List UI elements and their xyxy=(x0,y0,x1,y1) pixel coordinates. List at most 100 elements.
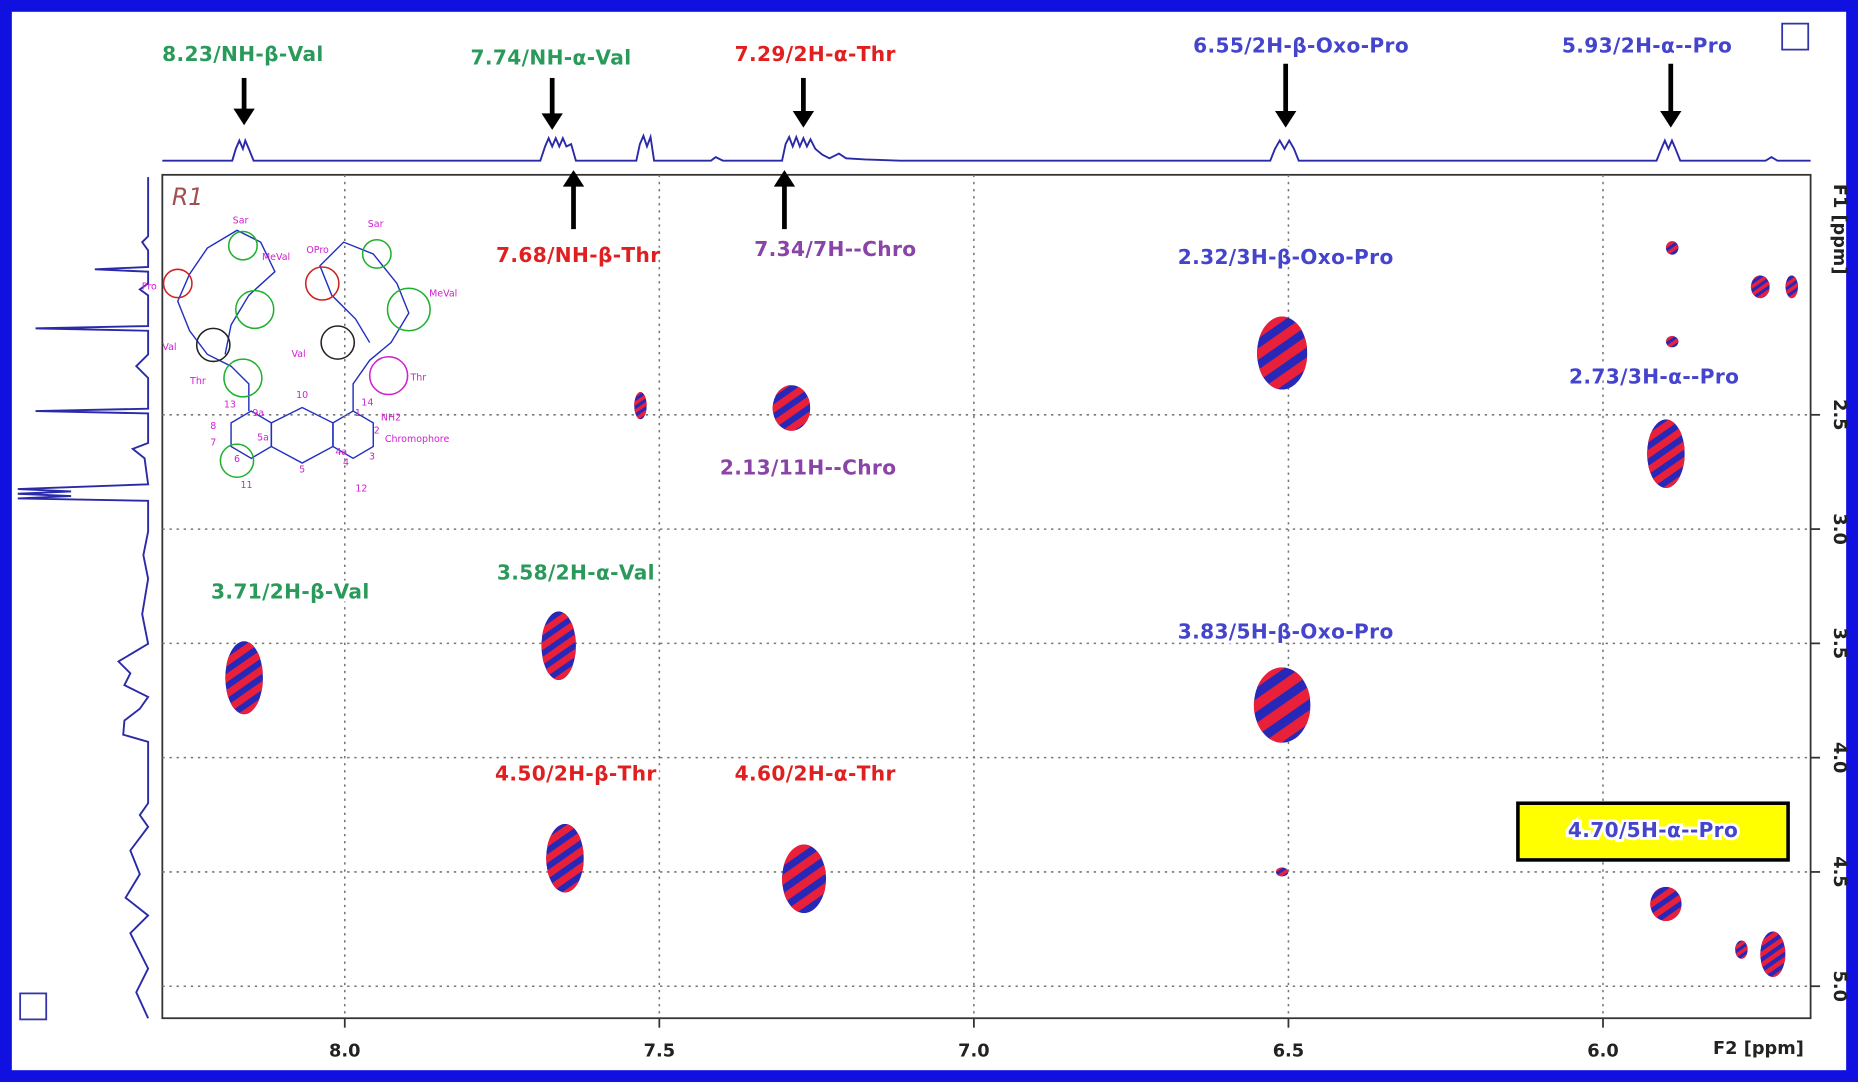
peak-stripe xyxy=(782,844,827,899)
peak-stripe xyxy=(546,823,584,875)
structure-label: Val xyxy=(292,349,306,360)
x-tick-label: 8.0 xyxy=(329,1041,360,1061)
structure-label: Chromophore xyxy=(385,434,450,445)
structure-label: Val xyxy=(162,342,176,353)
peak-stripe xyxy=(1650,886,1682,922)
structure-label: 1 xyxy=(355,408,361,419)
structure-label: 3 xyxy=(369,452,375,463)
y-tick-label: 3.5 xyxy=(1829,628,1849,659)
peak-stripe xyxy=(1665,335,1679,348)
peak-stripe xyxy=(1275,867,1289,877)
peak-stripe xyxy=(1665,335,1679,348)
peak-stripe xyxy=(772,385,811,431)
peak-stripe xyxy=(1650,886,1682,922)
annotation: 3.83/5H-β-Oxo-Pro xyxy=(1178,620,1394,644)
annotation: 5.93/2H-α--Pro xyxy=(1562,34,1732,58)
peak-stripe xyxy=(1750,275,1770,299)
structure-label: 11 xyxy=(240,480,252,491)
y-tick-label: 3.0 xyxy=(1829,513,1849,544)
x-tick-label: 6.0 xyxy=(1587,1041,1618,1061)
structure-label: 14 xyxy=(361,397,373,408)
cross-peak xyxy=(1665,335,1679,348)
structure-label: Sar xyxy=(368,219,384,230)
peak-stripe xyxy=(1665,241,1679,255)
peak-stripe xyxy=(1647,419,1685,471)
peak-stripe xyxy=(1256,324,1308,390)
structure-label: 4a xyxy=(335,447,347,458)
corner-box xyxy=(19,992,48,1021)
structure-label: 13 xyxy=(224,400,236,411)
cross-peak xyxy=(1275,867,1289,877)
peak-stripe xyxy=(1735,940,1748,959)
peak-stripe xyxy=(541,615,576,680)
annotation: 4.50/2H-β-Thr xyxy=(495,761,657,785)
y-axis-label: F1 [ppm] xyxy=(1829,184,1849,275)
y-tick-label: 2.5 xyxy=(1829,399,1849,430)
structure-label: Pro xyxy=(142,282,157,293)
structure-label: 4 xyxy=(343,458,349,469)
y-tick-label: 5.0 xyxy=(1829,971,1849,1002)
peak-stripe xyxy=(546,825,584,893)
structure-label: OPro xyxy=(306,245,329,256)
annotation: 2.73/3H-α--Pro xyxy=(1569,365,1739,389)
annotation: 3.58/2H-α-Val xyxy=(497,561,655,585)
structure-label: 5a xyxy=(257,433,269,444)
structure-label: 5 xyxy=(299,465,305,476)
x-tick-label: 7.0 xyxy=(958,1041,989,1061)
peak-stripe xyxy=(1275,867,1289,877)
peak-stripe xyxy=(1785,276,1799,299)
arrows xyxy=(233,63,1682,230)
peak-stripe xyxy=(225,645,263,715)
x-tick-label: 7.5 xyxy=(644,1041,675,1061)
structure-label: 10 xyxy=(296,390,308,401)
grid xyxy=(162,174,1811,1019)
peak-stripe xyxy=(782,844,827,914)
structure-label: 6 xyxy=(234,454,240,465)
annotation: 2.32/3H-β-Oxo-Pro xyxy=(1178,245,1394,269)
structure-label: MeVal xyxy=(262,252,290,263)
peak-stripe xyxy=(1735,940,1748,958)
peak-stripe xyxy=(772,386,811,431)
structure-label: 7 xyxy=(210,437,216,448)
annotation-box xyxy=(1516,801,1790,862)
peak-stripe xyxy=(1750,276,1770,299)
structure-label: 2 xyxy=(374,426,380,437)
structure xyxy=(162,229,431,478)
annotation: 3.71/2H-β-Val xyxy=(211,579,370,603)
annotation: 6.55/2H-β-Oxo-Pro xyxy=(1193,34,1409,58)
peak-stripe xyxy=(1647,421,1685,488)
top-projection xyxy=(162,133,1811,162)
structure-label: Sar xyxy=(233,215,249,226)
left-projection xyxy=(17,177,150,1019)
peak-stripe xyxy=(1650,886,1682,922)
peak-stripe xyxy=(772,385,811,431)
structure-label: Thr xyxy=(189,376,206,387)
structure-label: 9a xyxy=(252,408,264,419)
y-tick-label: 4.0 xyxy=(1829,742,1849,773)
structure-label: 12 xyxy=(355,484,367,495)
x-axis-label: F2 [ppm] xyxy=(1713,1039,1804,1059)
region-label: R1 xyxy=(172,183,204,211)
plot-frame xyxy=(161,173,1812,1020)
annotation: 8.23/NH-β-Val xyxy=(162,42,324,66)
peak-stripe xyxy=(782,853,827,914)
peak-stripe xyxy=(1253,672,1311,743)
peak-stripe xyxy=(1665,241,1679,255)
peak-stripe xyxy=(1760,931,1786,966)
peak-stripe xyxy=(1253,667,1311,743)
peak-stripe xyxy=(1253,667,1311,743)
y-tick-label: 4.5 xyxy=(1829,856,1849,887)
peak-stripe xyxy=(1760,932,1786,978)
annotation: 4.70/5H-α--Pro xyxy=(1568,818,1738,842)
structure-label: 8 xyxy=(210,421,216,432)
peak-stripe xyxy=(1785,281,1799,299)
structure-label: MeVal xyxy=(429,289,457,300)
peak-stripe xyxy=(1256,316,1308,376)
peak-stripe xyxy=(1256,316,1308,390)
structure-label: Thr xyxy=(409,372,426,383)
annotation: 4.60/2H-α-Thr xyxy=(735,761,896,785)
x-tick-label: 6.5 xyxy=(1273,1041,1304,1061)
corner-box xyxy=(1781,22,1810,51)
